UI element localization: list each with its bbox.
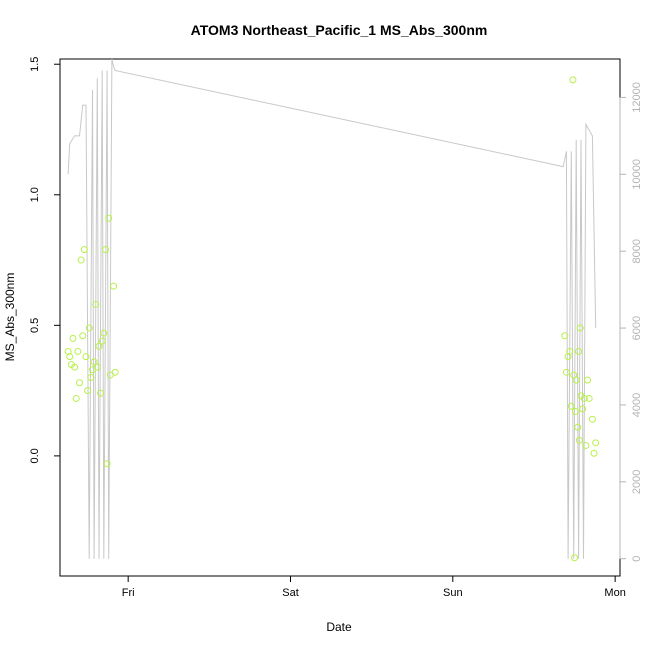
data-point xyxy=(579,405,587,413)
data-point xyxy=(574,423,582,431)
data-point xyxy=(576,324,584,332)
data-point xyxy=(575,347,583,355)
y2-tick-label: 2000 xyxy=(631,470,643,494)
y2-tick-label: 8000 xyxy=(631,239,643,263)
data-point xyxy=(592,439,600,447)
y-tick-label: 1.5 xyxy=(29,57,41,72)
data-point xyxy=(101,246,109,254)
data-point xyxy=(572,376,580,384)
data-point xyxy=(97,389,105,397)
x-tick-label: Mon xyxy=(604,587,625,599)
data-point xyxy=(82,353,90,361)
plot-area xyxy=(59,58,621,577)
data-point xyxy=(77,256,85,264)
data-point xyxy=(105,214,113,222)
data-point xyxy=(562,368,570,376)
series-points xyxy=(64,76,600,562)
data-point xyxy=(110,282,118,290)
data-point xyxy=(561,332,569,340)
data-point xyxy=(98,337,106,345)
x-tick-label: Sat xyxy=(282,587,299,599)
data-point xyxy=(582,441,590,449)
data-point xyxy=(74,347,82,355)
y2-tick-label: 12000 xyxy=(631,82,643,113)
data-point xyxy=(80,246,88,254)
data-point xyxy=(569,76,577,84)
data-point xyxy=(566,347,574,355)
y-tick-label: 0.5 xyxy=(29,318,41,333)
data-point xyxy=(87,374,95,382)
data-point xyxy=(588,415,596,423)
y2-tick-label: 6000 xyxy=(631,316,643,340)
x-axis: Fri Sat Sun Mon xyxy=(122,575,626,599)
data-point xyxy=(85,324,93,332)
y-axis-left: 0.0 0.5 1.0 1.5 xyxy=(29,57,61,464)
data-point xyxy=(585,394,593,402)
data-point xyxy=(100,329,108,337)
data-point xyxy=(75,379,83,387)
data-point xyxy=(66,353,74,361)
chart-title: ATOM3 Northeast_Pacific_1 MS_Abs_300nm xyxy=(191,22,488,38)
data-point xyxy=(580,394,588,402)
data-point xyxy=(571,408,579,415)
series-line xyxy=(67,58,597,559)
data-point xyxy=(84,387,92,395)
y2-tick-label: 4000 xyxy=(631,393,643,417)
data-point xyxy=(575,436,583,444)
y2-tick-label: 10000 xyxy=(631,159,643,190)
data-point xyxy=(584,376,592,384)
data-point xyxy=(590,449,598,457)
data-point xyxy=(111,368,119,376)
x-tick-label: Fri xyxy=(122,587,135,599)
y-tick-label: 1.0 xyxy=(29,187,41,202)
data-point xyxy=(92,300,100,308)
y-tick-label: 0.0 xyxy=(29,448,41,463)
y-axis-label: MS_Abs_300nm xyxy=(3,273,17,362)
data-point xyxy=(69,334,77,342)
data-point xyxy=(93,363,101,371)
data-point xyxy=(95,342,103,350)
data-point xyxy=(571,554,579,562)
data-point xyxy=(72,394,80,402)
data-point xyxy=(90,358,98,366)
data-point xyxy=(567,402,575,410)
y-axis-right: 0 2000 4000 6000 8000 10000 12000 xyxy=(619,82,643,562)
data-point xyxy=(103,460,111,468)
data-point xyxy=(71,363,79,371)
data-point xyxy=(79,332,87,340)
x-tick-label: Sun xyxy=(443,587,463,599)
y2-tick-label: 0 xyxy=(631,556,643,562)
x-axis-label: Date xyxy=(326,620,352,634)
series-line-path xyxy=(67,58,597,559)
